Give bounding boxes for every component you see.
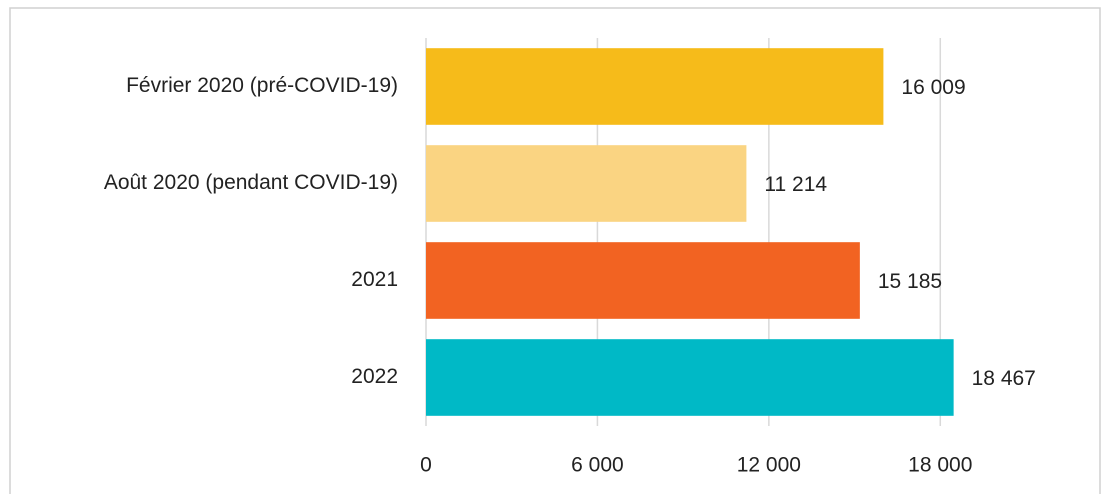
chart-border (9, 7, 1101, 494)
bar (426, 48, 884, 125)
bar (426, 339, 954, 416)
bar (426, 145, 747, 222)
x-tick-label: 18 000 (908, 454, 972, 477)
value-label: 11 214 (764, 173, 827, 196)
x-tick-label: 0 (420, 454, 432, 477)
x-tick-label: 12 000 (737, 454, 801, 477)
bar (426, 242, 860, 319)
y-tick-label: Août 2020 (pendant COVID-19) (104, 171, 398, 194)
x-tick-label: 6 000 (571, 454, 624, 477)
value-label: 15 185 (878, 270, 942, 293)
y-tick-label: 2021 (351, 268, 398, 291)
y-tick-label: Février 2020 (pré-COVID-19) (126, 74, 398, 97)
value-label: 18 467 (972, 367, 1036, 390)
value-label: 16 009 (901, 76, 965, 99)
y-tick-label: 2022 (351, 365, 398, 388)
